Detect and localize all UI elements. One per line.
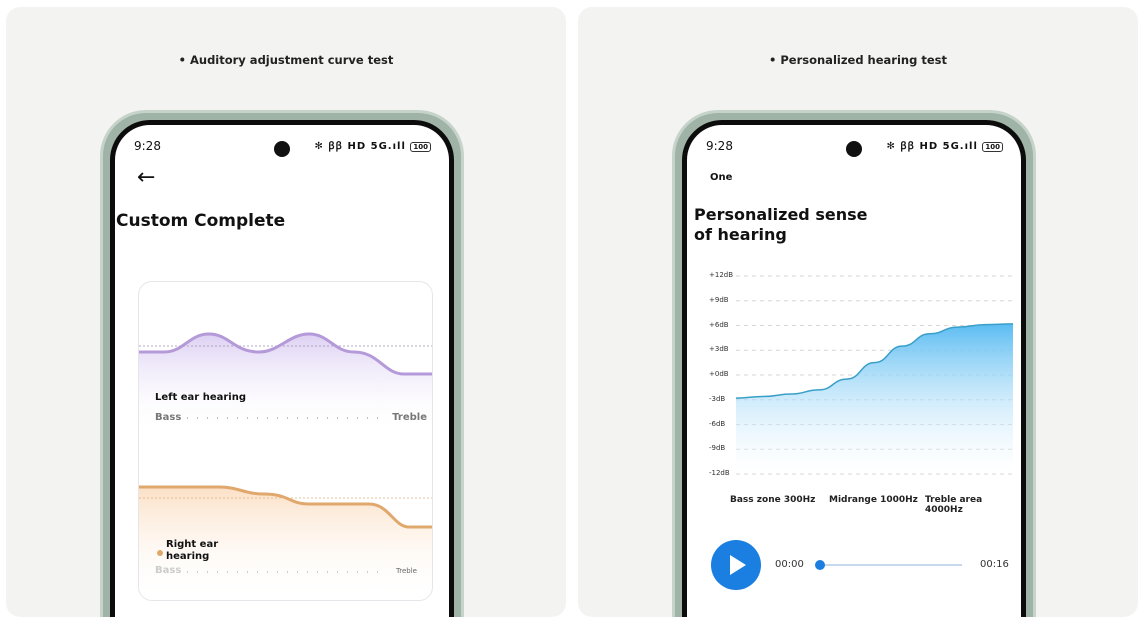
slider-handle[interactable] xyxy=(815,560,825,570)
hearing-chart xyxy=(735,275,1014,475)
phone-frame: 9:28 ✻ ꞵꞵ HD 5G.ıll 100 One Personalized… xyxy=(672,110,1036,617)
right-bass-label: Bass xyxy=(155,565,182,576)
panel-caption: • Personalized hearing test xyxy=(769,53,947,67)
x-label-bass: Bass zone 300Hz xyxy=(730,495,816,505)
play-icon xyxy=(730,555,746,575)
right-ear-label: Right ear hearing xyxy=(166,539,219,562)
status-time: 9:28 xyxy=(706,139,733,153)
y-tick-label: -6dB xyxy=(709,419,726,428)
x-label-mid: Midrange 1000Hz xyxy=(829,495,918,505)
left-treble-label: Treble xyxy=(392,412,427,423)
hearing-card: Left ear hearing Bass Treble Right ear h… xyxy=(138,281,433,601)
y-tick-label: +3dB xyxy=(709,345,729,354)
page-title: Custom Complete xyxy=(116,211,286,231)
panel-caption: • Auditory adjustment curve test xyxy=(178,53,394,67)
left-panel: • Auditory adjustment curve test 9:28 ✻ … xyxy=(6,7,566,617)
progress-slider[interactable] xyxy=(815,560,962,570)
y-tick-label: -3dB xyxy=(709,394,726,403)
hearing-area xyxy=(736,323,1013,474)
hearing-curves xyxy=(139,332,432,600)
camera-icon xyxy=(846,141,862,157)
arrow-left-icon[interactable]: ← xyxy=(137,165,156,190)
battery-icon: 100 xyxy=(410,142,431,152)
left-ear-fill xyxy=(139,334,432,432)
x-label-treble: Treble area 4000Hz xyxy=(925,495,983,515)
phone-frame: 9:28 ✻ ꞵꞵ HD 5G.ıll 100 ← Custom Complet… xyxy=(100,110,464,617)
step-label: One xyxy=(710,172,733,183)
play-button[interactable] xyxy=(711,540,761,590)
page-title: Personalized sense of hearing xyxy=(694,205,868,244)
left-ear-label: Left ear hearing xyxy=(155,392,246,403)
y-tick-label: +9dB xyxy=(709,295,729,304)
right-panel: • Personalized hearing test 9:28 ✻ ꞵꞵ HD… xyxy=(578,7,1138,617)
camera-icon xyxy=(274,141,290,157)
y-tick-label: -12dB xyxy=(709,469,730,477)
y-tick-label: +0dB xyxy=(709,370,729,378)
status-time: 9:28 xyxy=(134,139,161,153)
status-icons: ✻ ꞵꞵ HD 5G.ıll 100 xyxy=(315,138,431,152)
right-treble-label: Treble xyxy=(396,567,417,575)
y-tick-label: +6dB xyxy=(709,320,729,329)
battery-icon: 100 xyxy=(982,142,1003,152)
status-icons: ✻ ꞵꞵ HD 5G.ıll 100 xyxy=(887,138,1003,152)
current-time: 00:00 xyxy=(775,559,804,570)
y-tick-label: -9dB xyxy=(709,444,726,453)
right-ear-fill xyxy=(139,487,432,600)
right-ear-curve xyxy=(139,485,432,529)
y-tick-label: +12dB xyxy=(709,271,734,279)
left-ear-curve xyxy=(139,332,432,376)
hearing-curve xyxy=(735,323,1014,399)
left-bass-label: Bass xyxy=(155,412,182,423)
total-time: 00:16 xyxy=(980,559,1009,570)
